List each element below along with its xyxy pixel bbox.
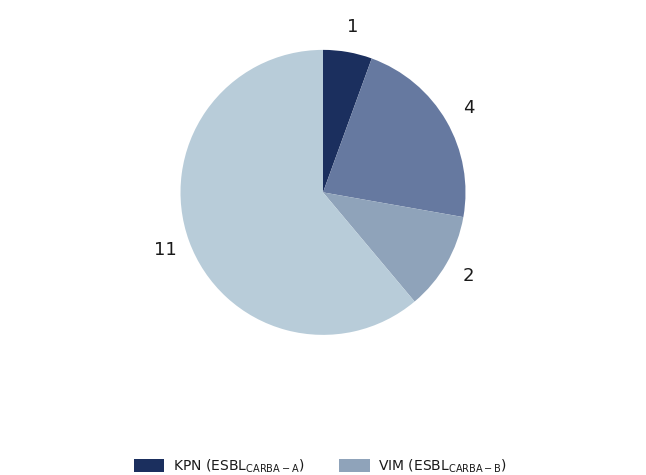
Text: 2: 2 xyxy=(463,267,474,285)
Wedge shape xyxy=(323,58,466,217)
Text: 4: 4 xyxy=(463,99,474,117)
Wedge shape xyxy=(323,50,371,192)
Legend: KPN (ESBL$_{\mathregular{CARBA-A}}$), NDM-1 (ESBL$_{\mathregular{CARBA-B}}$), VI: KPN (ESBL$_{\mathregular{CARBA-A}}$), ND… xyxy=(134,457,512,475)
Wedge shape xyxy=(323,192,463,302)
Wedge shape xyxy=(180,50,415,335)
Text: 1: 1 xyxy=(346,18,358,36)
Text: 11: 11 xyxy=(154,241,176,259)
